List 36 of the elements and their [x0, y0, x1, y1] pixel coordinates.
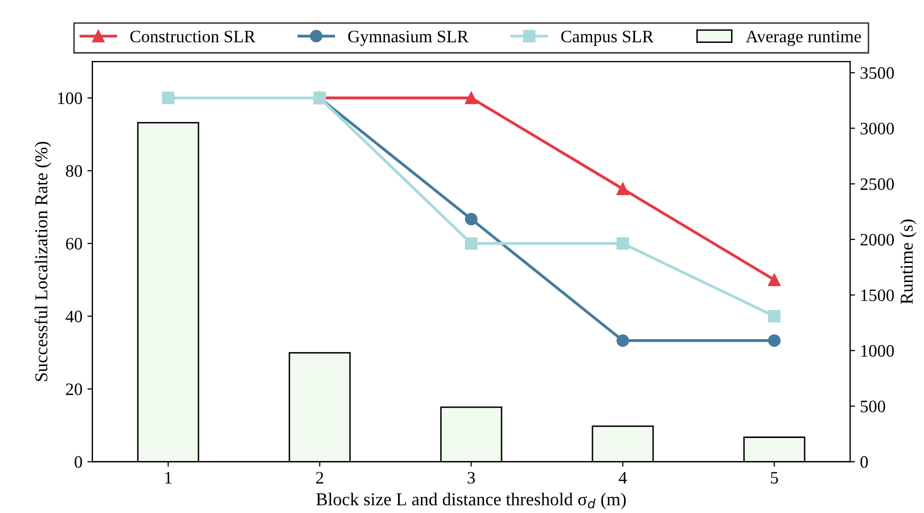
point [768, 334, 781, 347]
y-tick-label: 0 [74, 456, 82, 468]
point [464, 92, 478, 104]
y-axis-title: Successful Localization Rate (%) [34, 142, 52, 381]
y-tick-label: 40 [66, 310, 82, 322]
x-axis-title: Block size L and distance threshold σ$_{d}$ (m) [316, 492, 626, 510]
point [464, 212, 478, 226]
x-tick-label: 5 [770, 472, 778, 484]
y2-tick-label: 3500 [860, 67, 894, 79]
point [768, 274, 781, 286]
point [616, 182, 630, 196]
y2-axis-title: Runtime (s) [900, 220, 916, 304]
point [616, 237, 630, 250]
y-tick-label: 80 [66, 165, 82, 177]
y2-tick-label: 3000 [860, 122, 894, 134]
y2-tick-label: 1000 [861, 345, 894, 357]
x-tick-label: 2 [316, 472, 324, 484]
legend-label: Campus SLR [561, 30, 654, 46]
y-tick-label: 60 [66, 238, 82, 250]
y-tick-label: 100 [58, 92, 82, 104]
x-tick-label: 1 [165, 472, 172, 484]
point [616, 334, 630, 347]
y2-tick-label: 2000 [860, 234, 894, 246]
y2-tick-label: 1500 [861, 289, 894, 302]
x-tick-label: 4 [618, 472, 627, 484]
legend-label: Construction SLR [130, 30, 256, 42]
point [162, 92, 174, 104]
y2-tick-label: 0 [860, 456, 868, 468]
legend-label: Average runtime [746, 30, 861, 46]
y-tick-label: 20 [66, 383, 82, 396]
legend-label: Gymnasium SLR [348, 30, 469, 46]
point [464, 237, 478, 250]
x-tick-label: 3 [468, 472, 475, 484]
point [768, 310, 781, 322]
y2-tick-label: 2500 [860, 178, 894, 190]
y2-tick-label: 500 [860, 400, 886, 412]
